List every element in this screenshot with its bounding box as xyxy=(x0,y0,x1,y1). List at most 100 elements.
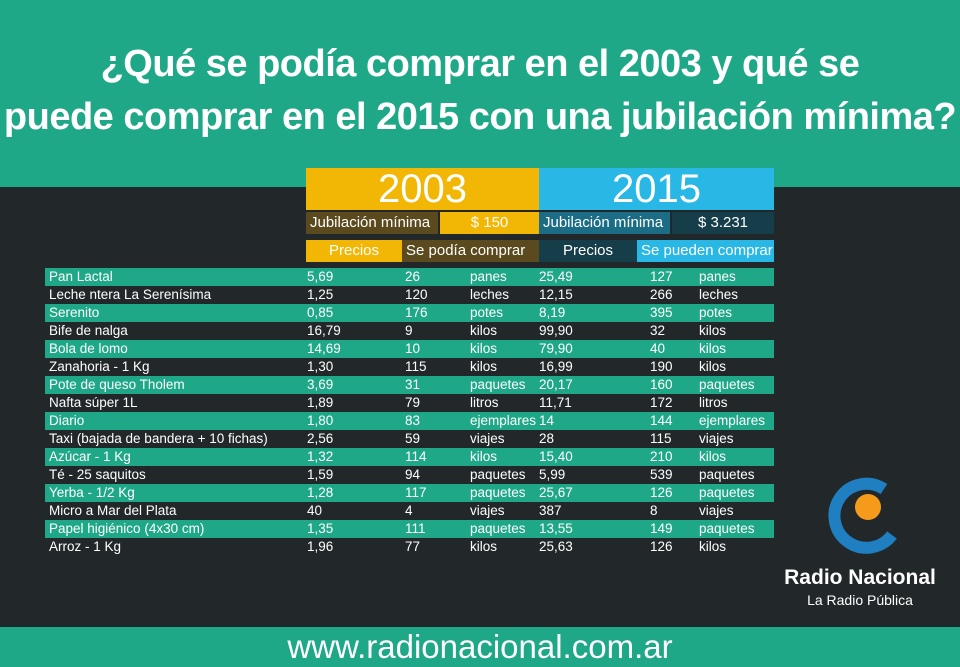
unit-2003: paquetes xyxy=(470,521,526,536)
table-row: Yerba - 1/2 Kg 1,28 117 paquetes 25,67 126 paq… xyxy=(45,484,774,502)
quantity-2003: 9 xyxy=(405,323,413,338)
unit-2015: paquetes xyxy=(699,521,755,536)
quantity-2003: 31 xyxy=(405,377,421,392)
year-2003-header: 2003 xyxy=(306,168,539,210)
pension-label-2003: Jubilación mínima xyxy=(306,212,438,234)
quantity-2015: 210 xyxy=(650,449,673,464)
unit-2003: kilos xyxy=(470,539,498,554)
quantity-2003: 176 xyxy=(405,305,428,320)
quantity-2015: 172 xyxy=(650,395,673,410)
table-row: Micro a Mar del Plata 40 4 viajes 387 8 viajes xyxy=(45,502,774,520)
price-2015: 25,63 xyxy=(539,539,573,554)
price-2003: 1,32 xyxy=(307,449,334,464)
quantity-2015: 160 xyxy=(650,377,673,392)
item-name: Yerba - 1/2 Kg xyxy=(49,485,135,500)
table-row: Arroz - 1 Kg 1,96 77 kilos 25,63 126 kilos xyxy=(45,538,774,556)
quantity-2015: 144 xyxy=(650,413,673,428)
table-row: Nafta súper 1L 1,89 79 litros 11,71 172 litros xyxy=(45,394,774,412)
quantity-2003: 94 xyxy=(405,467,421,482)
unit-2015: viajes xyxy=(699,503,734,518)
unit-2003: viajes xyxy=(470,431,505,446)
table-row: Pan Lactal 5,69 26 panes 25,49 127 panes xyxy=(45,268,774,286)
quantity-2015: 126 xyxy=(650,539,673,554)
price-2003: 1,28 xyxy=(307,485,334,500)
price-2015: 14 xyxy=(539,413,555,428)
table-row: Té - 25 saquitos 1,59 94 paquetes 5,99 539 paq… xyxy=(45,466,774,484)
item-name: Bola de lomo xyxy=(49,341,128,356)
quantity-2015: 127 xyxy=(650,269,673,284)
price-2015: 25,49 xyxy=(539,269,573,284)
table-row: Taxi (bajada de bandera + 10 fichas) 2,56… xyxy=(45,430,774,448)
quantity-2003: 120 xyxy=(405,287,428,302)
table-row: Pote de queso Tholem 3,69 31 paquetes 20,17 1… xyxy=(45,376,774,394)
unit-2003: litros xyxy=(470,395,499,410)
unit-2015: panes xyxy=(699,269,736,284)
price-2003: 1,25 xyxy=(307,287,334,302)
price-2003: 1,30 xyxy=(307,359,334,374)
unit-2015: paquetes xyxy=(699,467,755,482)
unit-2015: viajes xyxy=(699,431,734,446)
pension-value-2003: $ 150 xyxy=(440,212,539,234)
unit-2015: kilos xyxy=(699,539,727,554)
quantity-2003: 77 xyxy=(405,539,421,554)
pension-label-2015: Jubilación mínima xyxy=(539,212,670,234)
unit-2003: paquetes xyxy=(470,485,526,500)
price-2015: 28 xyxy=(539,431,555,446)
item-name: Taxi (bajada de bandera + 10 fichas) xyxy=(49,431,268,446)
item-name: Nafta súper 1L xyxy=(49,395,138,410)
item-name: Azúcar - 1 Kg xyxy=(49,449,131,464)
quantity-2003: 4 xyxy=(405,503,413,518)
table-row: Serenito 0,85 176 potes 8,19 395 potes xyxy=(45,304,774,322)
unit-2015: kilos xyxy=(699,449,727,464)
footer-band xyxy=(0,627,960,667)
price-2003: 3,69 xyxy=(307,377,334,392)
unit-2015: litros xyxy=(699,395,728,410)
page-title: ¿Qué se podía comprar en el 2003 y qué s… xyxy=(0,38,960,144)
year-2015-header: 2015 xyxy=(539,168,774,210)
unit-2003: potes xyxy=(470,305,504,320)
quantity-2003: 114 xyxy=(405,449,427,464)
quantity-2015: 40 xyxy=(650,341,666,356)
price-2003: 16,79 xyxy=(307,323,341,338)
unit-2003: kilos xyxy=(470,341,498,356)
quantity-2003: 26 xyxy=(405,269,421,284)
unit-2003: panes xyxy=(470,269,507,284)
unit-2003: paquetes xyxy=(470,467,526,482)
unit-2003: ejemplares xyxy=(470,413,537,428)
quantity-2003: 10 xyxy=(405,341,421,356)
logo-name: Radio Nacional xyxy=(784,566,936,589)
price-2003: 0,85 xyxy=(307,305,334,320)
item-name: Diario xyxy=(49,413,85,428)
unit-2003: kilos xyxy=(470,323,498,338)
item-name: Pan Lactal xyxy=(49,269,113,284)
column-header-can-buy-2015: Se pueden comprar xyxy=(637,240,774,262)
quantity-2003: 83 xyxy=(405,413,421,428)
column-header-prices-2015: Precios xyxy=(539,240,637,262)
item-name: Papel higiénico (4x30 cm) xyxy=(49,521,205,536)
price-2015: 15,40 xyxy=(539,449,573,464)
price-2015: 11,71 xyxy=(539,395,572,410)
price-2015: 12,15 xyxy=(539,287,573,302)
unit-2003: viajes xyxy=(470,503,505,518)
unit-2015: ejemplares xyxy=(699,413,766,428)
unit-2003: kilos xyxy=(470,359,498,374)
table-row: Bife de nalga 16,79 9 kilos 99,90 32 kilos xyxy=(45,322,774,340)
item-name: Leche ntera La Serenísima xyxy=(49,287,212,302)
quantity-2015: 395 xyxy=(650,305,673,320)
footer-url-link[interactable]: www.radionacional.com.ar xyxy=(287,628,673,665)
price-2003: 1,89 xyxy=(307,395,334,410)
quantity-2015: 190 xyxy=(650,359,673,374)
radio-nacional-logo-icon xyxy=(828,477,897,554)
pension-value-2015: $ 3.231 xyxy=(672,212,774,234)
quantity-2015: 115 xyxy=(650,431,672,446)
unit-2015: paquetes xyxy=(699,485,755,500)
table-row: Zanahoria - 1 Kg 1,30 115 kilos 16,99 190 kilo… xyxy=(45,358,774,376)
quantity-2003: 115 xyxy=(405,359,427,374)
price-2003: 1,59 xyxy=(307,467,334,482)
price-2003: 1,35 xyxy=(307,521,334,536)
price-2003: 1,80 xyxy=(307,413,334,428)
quantity-2015: 266 xyxy=(650,287,673,302)
logo-tagline: La Radio Pública xyxy=(807,592,913,608)
unit-2003: paquetes xyxy=(470,377,526,392)
table-row: Diario 1,80 83 ejemplares 14 144 ejemplares xyxy=(45,412,774,430)
